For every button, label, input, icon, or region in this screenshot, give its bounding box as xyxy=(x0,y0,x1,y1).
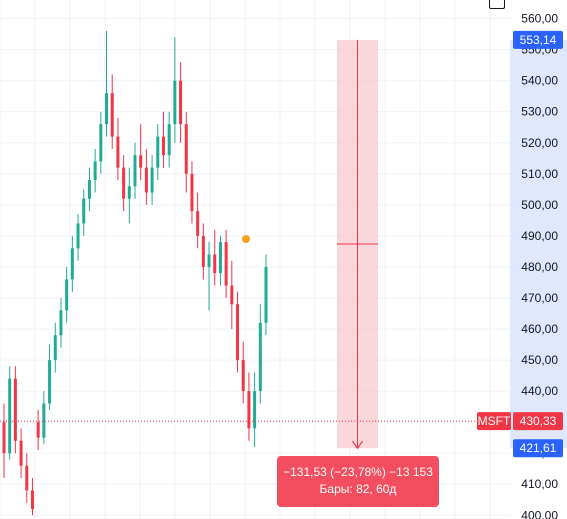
candle-body xyxy=(213,254,217,274)
candle-body xyxy=(122,167,126,199)
price-axis-tick-label: 490,00 xyxy=(521,229,558,243)
candle-body xyxy=(59,310,63,336)
candle-body xyxy=(230,285,234,305)
candle-body xyxy=(70,248,74,280)
current-price-badge xyxy=(513,412,563,431)
candle-body xyxy=(144,167,148,193)
candle-body xyxy=(201,235,205,267)
price-axis-tick-label: 500,00 xyxy=(521,198,558,212)
price-axis-tick-label: 520,00 xyxy=(521,136,558,150)
candle-body xyxy=(87,180,91,199)
candle-body xyxy=(150,167,154,193)
measure-bottom-price-badge xyxy=(513,439,563,458)
candle-body xyxy=(65,279,69,311)
price-axis-tick-label: 530,00 xyxy=(521,105,558,119)
candle-body xyxy=(236,304,240,361)
price-axis-tick-label: 540,00 xyxy=(521,74,558,88)
measure-top-price-badge xyxy=(513,30,563,49)
candle-body xyxy=(99,124,103,162)
candle-body xyxy=(161,136,165,156)
candle-body xyxy=(19,440,23,466)
symbol-tag xyxy=(477,412,511,431)
candle-body xyxy=(48,360,52,404)
current-price-badge-label: 430,33 xyxy=(520,414,557,428)
candle-body xyxy=(127,186,131,199)
price-axis-tick-label: 560,00 xyxy=(521,12,558,26)
symbol-tag-label: MSFT xyxy=(478,414,511,428)
candle-body xyxy=(247,391,251,429)
price-axis-tick-label: 410,00 xyxy=(521,477,558,491)
candle-body xyxy=(13,378,17,441)
price-axis-tick-label: 460,00 xyxy=(521,322,558,336)
candle-body xyxy=(30,490,34,510)
candle-body xyxy=(179,80,183,125)
candle-body xyxy=(36,422,40,438)
candle-body xyxy=(218,242,222,274)
candle-body xyxy=(224,242,228,286)
price-axis-tick-label: 440,00 xyxy=(521,384,558,398)
candle-body xyxy=(76,223,80,249)
price-axis-tick-label: 480,00 xyxy=(521,260,558,274)
price-axis-tick-label: 400,00 xyxy=(521,508,558,519)
event-marker-dot[interactable] xyxy=(242,235,250,244)
candle-body xyxy=(207,254,211,267)
measure-top-price-badge-label: 553,14 xyxy=(520,33,557,47)
chart-settings-icon[interactable] xyxy=(489,0,505,9)
candle-body xyxy=(196,211,200,236)
candle-body xyxy=(156,136,160,168)
candle-body xyxy=(8,378,12,454)
candle-body xyxy=(110,93,114,137)
measure-change-text: −131,53 (−23,78%) −13 153 xyxy=(283,465,433,479)
measure-bottom-price-badge-label: 421,61 xyxy=(520,441,557,455)
candle-body xyxy=(42,403,46,438)
candle-body xyxy=(82,198,86,224)
candle-body xyxy=(167,124,171,156)
candle-body xyxy=(173,80,177,125)
candle-body xyxy=(253,391,257,429)
candle-body xyxy=(105,93,109,125)
candle-body xyxy=(264,266,268,323)
candle-body xyxy=(53,335,57,361)
measure-bars-text: Бары: 82, 60д xyxy=(319,482,397,496)
candle-body xyxy=(190,173,194,212)
candle-body xyxy=(258,322,262,392)
price-axis-tick-label: 510,00 xyxy=(521,167,558,181)
price-axis-range-highlight xyxy=(510,39,567,449)
candle-body xyxy=(133,155,137,187)
measure-info-box: −131,53 (−23,78%) −13 153 Бары: 82, 60д xyxy=(277,456,439,507)
candle-body xyxy=(241,360,245,392)
price-axis-tick-label: 450,00 xyxy=(521,353,558,367)
candle-body xyxy=(93,161,97,181)
candle-body xyxy=(116,136,120,168)
candle-body xyxy=(2,422,6,454)
price-axis-tick-label: 470,00 xyxy=(521,291,558,305)
candle-body xyxy=(139,155,143,168)
measure-arrow-down-icon xyxy=(352,440,363,450)
candle-body xyxy=(184,124,188,174)
candle-body xyxy=(25,465,29,491)
